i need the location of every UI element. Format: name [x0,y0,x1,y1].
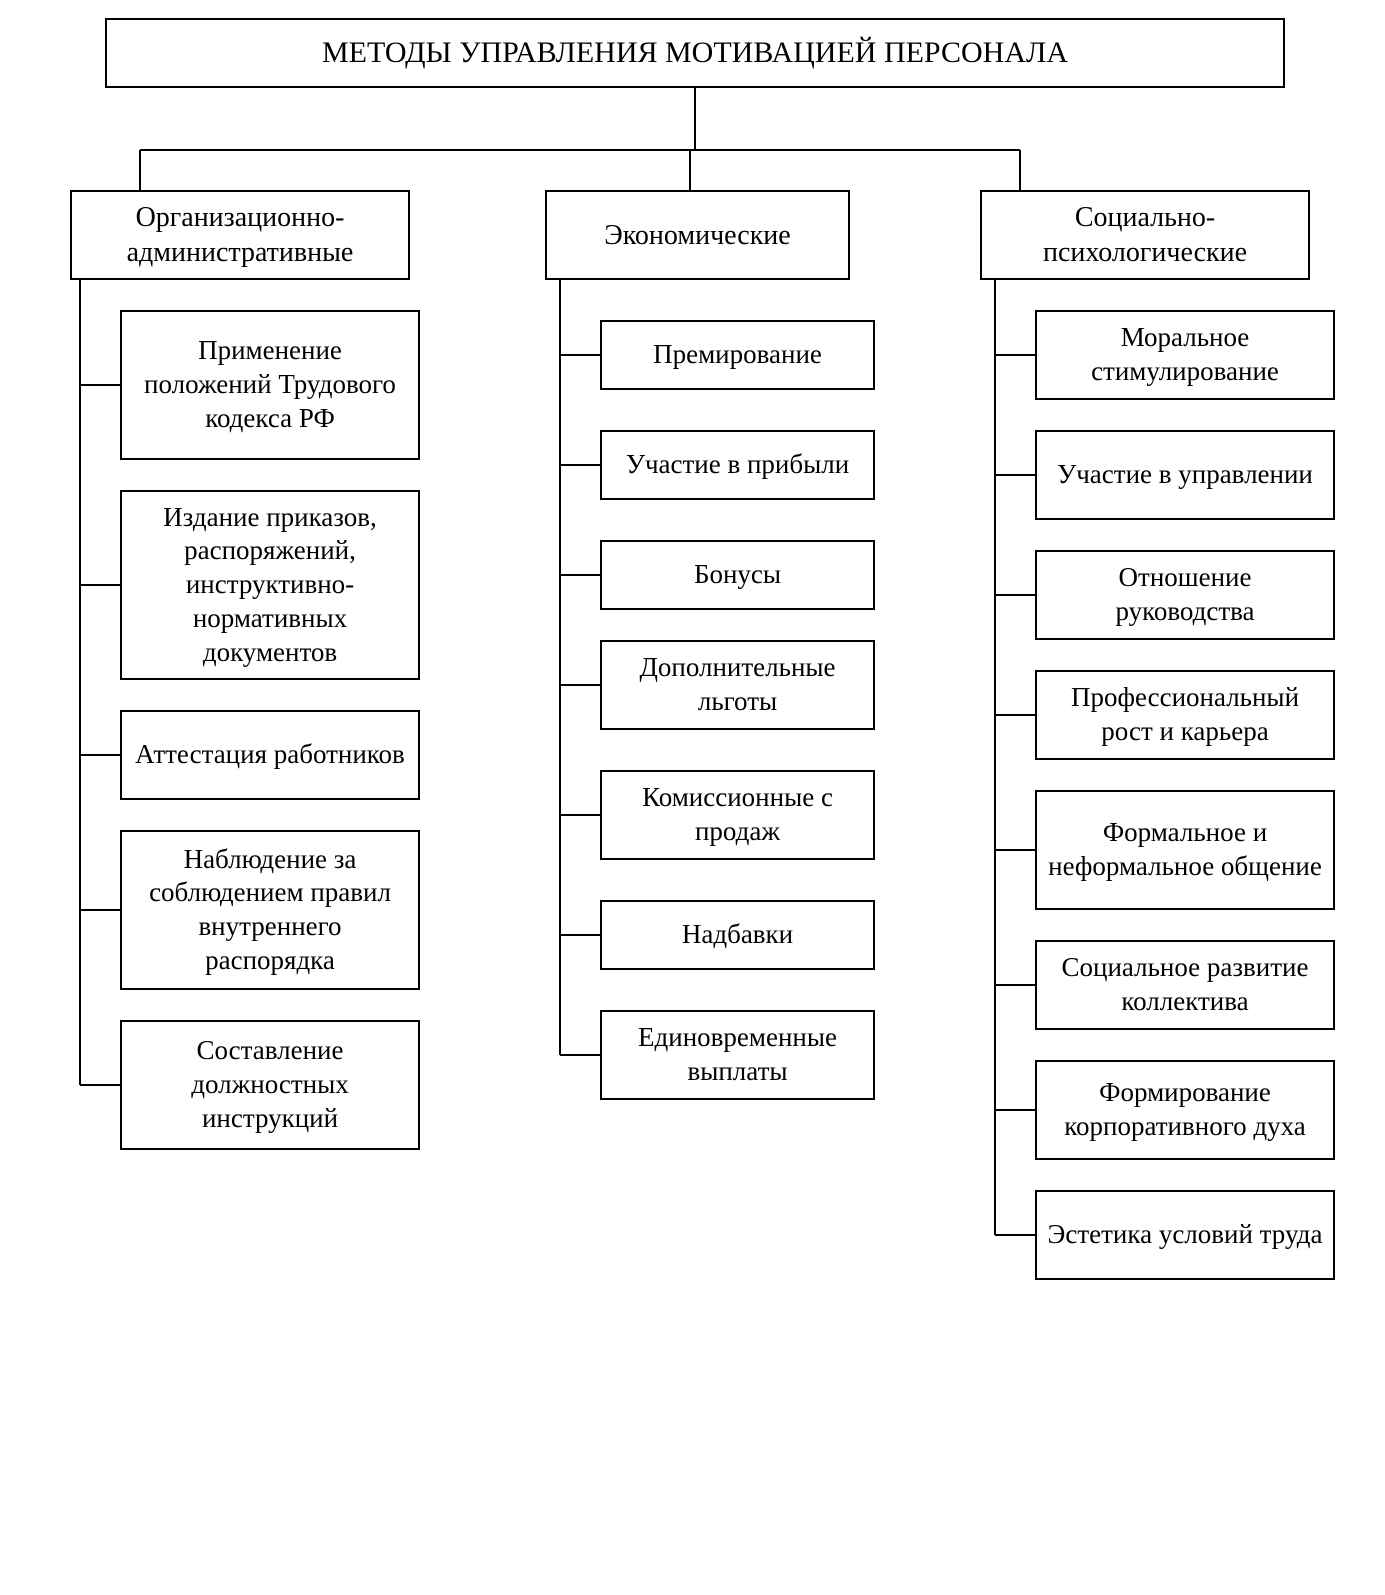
category-social_psych: Социально-психологические [980,190,1310,280]
item-economic-6-label: Единовременные выплаты [612,1021,863,1089]
item-social_psych-1: Участие в управлении [1035,430,1335,520]
item-social_psych-0-label: Моральное стимулирование [1047,321,1323,389]
item-economic-2-label: Бонусы [694,558,781,592]
item-economic-6: Единовременные выплаты [600,1010,875,1100]
root-box: МЕТОДЫ УПРАВЛЕНИЯ МОТИВАЦИЕЙ ПЕРСОНАЛА [105,18,1285,88]
item-economic-4: Комиссионные с продаж [600,770,875,860]
root-box-label: МЕТОДЫ УПРАВЛЕНИЯ МОТИВАЦИЕЙ ПЕРСОНАЛА [322,34,1068,72]
item-economic-0-label: Премирование [653,338,822,372]
item-social_psych-5-label: Социальное развитие коллектива [1047,951,1323,1019]
item-social_psych-5: Социальное развитие коллектива [1035,940,1335,1030]
item-social_psych-1-label: Участие в управлении [1057,458,1313,492]
item-economic-3-label: Дополнительные льготы [612,651,863,719]
item-org_admin-4-label: Составление должностных инструкций [132,1034,408,1135]
item-social_psych-3: Профессиональный рост и карьера [1035,670,1335,760]
category-social_psych-label: Социально-психологические [992,200,1298,270]
item-social_psych-6: Формирование корпоративного духа [1035,1060,1335,1160]
item-org_admin-3: Наблюдение за соблюдением правил внутрен… [120,830,420,990]
item-economic-0: Премирование [600,320,875,390]
item-economic-2: Бонусы [600,540,875,610]
item-org_admin-2-label: Аттестация работников [135,738,405,772]
item-economic-1: Участие в прибыли [600,430,875,500]
item-org_admin-2: Аттестация работников [120,710,420,800]
item-org_admin-0: Применение положений Трудового кодекса Р… [120,310,420,460]
category-economic-label: Экономические [604,218,790,253]
item-org_admin-1-label: Издание приказов, распоряжений, инструкт… [132,501,408,670]
item-social_psych-7-label: Эстетика условий труда [1048,1218,1323,1252]
item-org_admin-4: Составление должностных инструкций [120,1020,420,1150]
item-org_admin-1: Издание приказов, распоряжений, инструкт… [120,490,420,680]
item-org_admin-0-label: Применение положений Трудового кодекса Р… [132,334,408,435]
item-economic-4-label: Комиссионные с продаж [612,781,863,849]
item-economic-3: Дополнительные льготы [600,640,875,730]
category-economic: Экономические [545,190,850,280]
item-social_psych-3-label: Профессиональный рост и карьера [1047,681,1323,749]
item-social_psych-7: Эстетика условий труда [1035,1190,1335,1280]
category-org_admin-label: Организационно-административные [82,200,398,270]
item-social_psych-4-label: Формальное и неформальное общение [1047,816,1323,884]
item-economic-5: Надбавки [600,900,875,970]
item-economic-5-label: Надбавки [682,918,793,952]
item-social_psych-0: Моральное стимулирование [1035,310,1335,400]
item-social_psych-2: Отношение руководства [1035,550,1335,640]
item-org_admin-3-label: Наблюдение за соблюдением правил внутрен… [132,843,408,978]
item-social_psych-2-label: Отношение руководства [1047,561,1323,629]
item-social_psych-6-label: Формирование корпоративного духа [1047,1076,1323,1144]
item-economic-1-label: Участие в прибыли [626,448,849,482]
item-social_psych-4: Формальное и неформальное общение [1035,790,1335,910]
category-org_admin: Организационно-административные [70,190,410,280]
diagram-canvas: МЕТОДЫ УПРАВЛЕНИЯ МОТИВАЦИЕЙ ПЕРСОНАЛА Ор… [0,0,1385,1595]
